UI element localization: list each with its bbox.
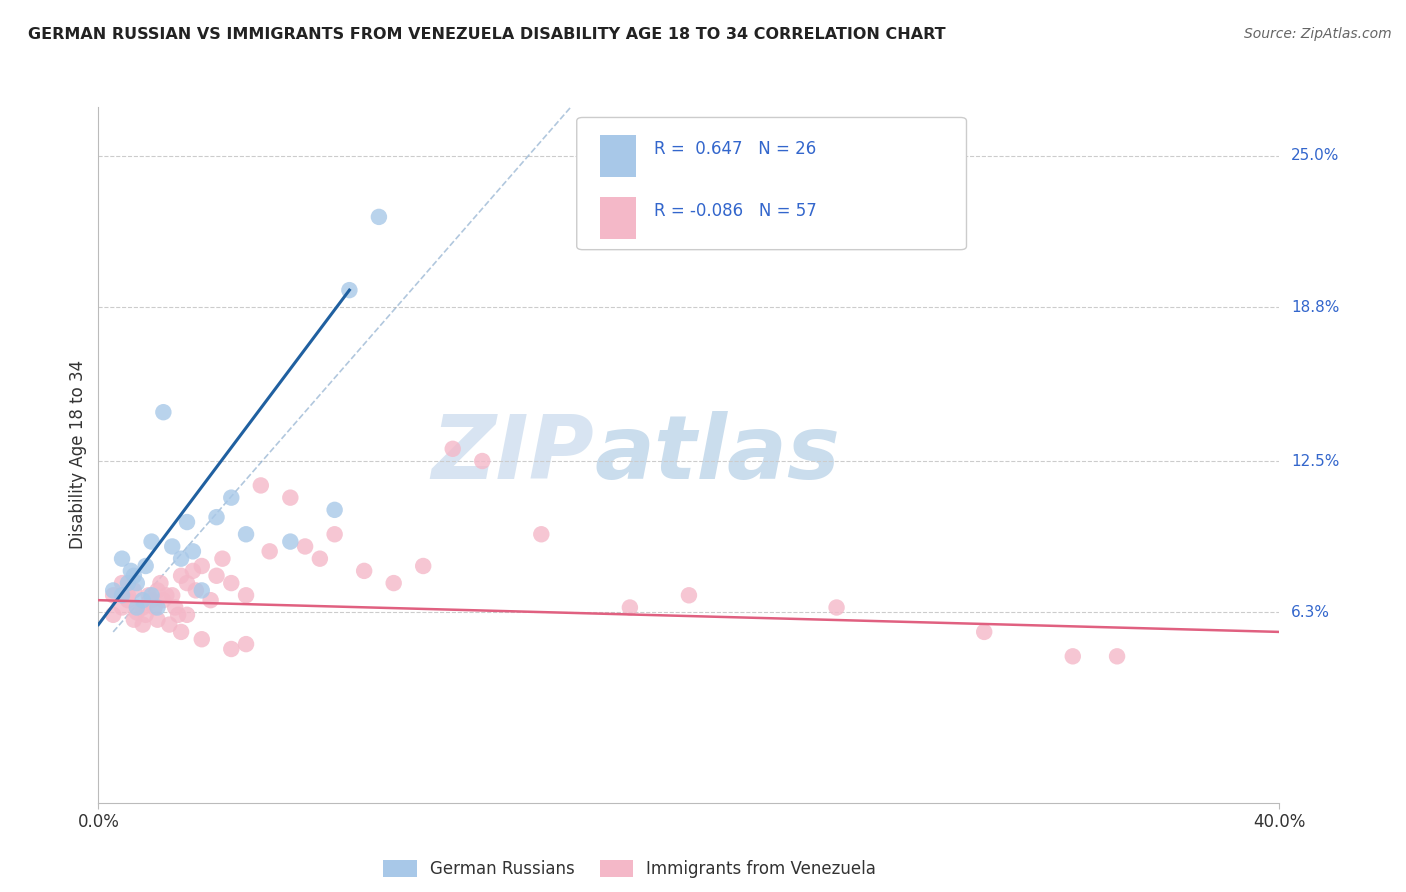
Text: R =  0.647   N = 26: R = 0.647 N = 26: [654, 140, 815, 158]
Point: [382, 576, 405, 591]
Point: [353, 564, 375, 578]
Point: [122, 613, 145, 627]
Point: [235, 588, 257, 602]
Point: [1105, 649, 1128, 664]
Point: [235, 527, 257, 541]
Point: [441, 442, 464, 456]
Point: [184, 583, 207, 598]
Point: [471, 454, 494, 468]
Point: [191, 559, 214, 574]
Text: atlas: atlas: [595, 411, 841, 499]
Point: [111, 588, 134, 602]
Point: [678, 588, 700, 602]
Point: [141, 534, 163, 549]
Point: [111, 551, 134, 566]
Point: [149, 576, 172, 591]
Point: [143, 600, 166, 615]
Point: [181, 564, 204, 578]
Point: [132, 600, 155, 615]
Point: [825, 600, 848, 615]
Text: R = -0.086   N = 57: R = -0.086 N = 57: [654, 202, 817, 220]
Point: [176, 576, 198, 591]
Point: [117, 576, 139, 591]
Text: 25.0%: 25.0%: [1291, 148, 1340, 163]
Point: [125, 606, 148, 620]
Bar: [600, 197, 636, 239]
Point: [219, 642, 243, 657]
Point: [132, 617, 155, 632]
Point: [125, 576, 148, 591]
Point: [146, 600, 169, 615]
Point: [323, 527, 346, 541]
Point: [132, 593, 155, 607]
Point: [259, 544, 281, 558]
Point: [294, 540, 316, 554]
Point: [152, 405, 174, 419]
Point: [138, 588, 160, 602]
Point: [205, 568, 228, 582]
Point: [219, 576, 243, 591]
Point: [135, 607, 157, 622]
Point: [165, 600, 187, 615]
Point: [368, 210, 391, 224]
Point: [412, 559, 434, 574]
Point: [235, 637, 257, 651]
FancyBboxPatch shape: [576, 118, 966, 250]
Text: ZIP: ZIP: [432, 411, 595, 499]
Bar: [600, 135, 636, 177]
Point: [191, 632, 214, 647]
Point: [1062, 649, 1084, 664]
Text: 6.3%: 6.3%: [1291, 605, 1330, 620]
Point: [211, 551, 233, 566]
Point: [135, 559, 157, 574]
Point: [309, 551, 332, 566]
Point: [219, 491, 243, 505]
Point: [162, 540, 183, 554]
Point: [146, 613, 169, 627]
Text: GERMAN RUSSIAN VS IMMIGRANTS FROM VENEZUELA DISABILITY AGE 18 TO 34 CORRELATION : GERMAN RUSSIAN VS IMMIGRANTS FROM VENEZU…: [28, 27, 946, 42]
Point: [278, 491, 302, 505]
Point: [200, 593, 222, 607]
Point: [191, 583, 214, 598]
Point: [122, 568, 145, 582]
Point: [176, 515, 198, 529]
Point: [176, 607, 198, 622]
Point: [103, 588, 125, 602]
Point: [170, 568, 193, 582]
Point: [170, 551, 193, 566]
Legend: German Russians, Immigrants from Venezuela: German Russians, Immigrants from Venezue…: [377, 854, 883, 885]
Point: [111, 600, 134, 615]
Point: [167, 607, 190, 622]
Point: [125, 600, 148, 615]
Point: [250, 478, 273, 492]
Point: [141, 593, 163, 607]
Point: [146, 583, 169, 598]
Point: [103, 583, 125, 598]
Point: [141, 588, 163, 602]
Point: [619, 600, 641, 615]
Text: 18.8%: 18.8%: [1291, 300, 1340, 315]
Point: [530, 527, 553, 541]
Point: [122, 583, 145, 598]
Point: [181, 544, 204, 558]
Point: [155, 588, 177, 602]
Point: [205, 510, 228, 524]
Point: [973, 624, 995, 639]
Point: [337, 283, 360, 297]
Text: 12.5%: 12.5%: [1291, 453, 1340, 468]
Point: [162, 588, 183, 602]
Point: [103, 607, 125, 622]
Point: [323, 503, 346, 517]
Point: [278, 534, 302, 549]
Point: [117, 593, 139, 607]
Point: [120, 564, 142, 578]
Point: [157, 617, 180, 632]
Point: [111, 576, 134, 591]
Point: [170, 624, 193, 639]
Point: [117, 588, 139, 602]
Y-axis label: Disability Age 18 to 34: Disability Age 18 to 34: [69, 360, 87, 549]
Text: Source: ZipAtlas.com: Source: ZipAtlas.com: [1244, 27, 1392, 41]
Point: [152, 593, 174, 607]
